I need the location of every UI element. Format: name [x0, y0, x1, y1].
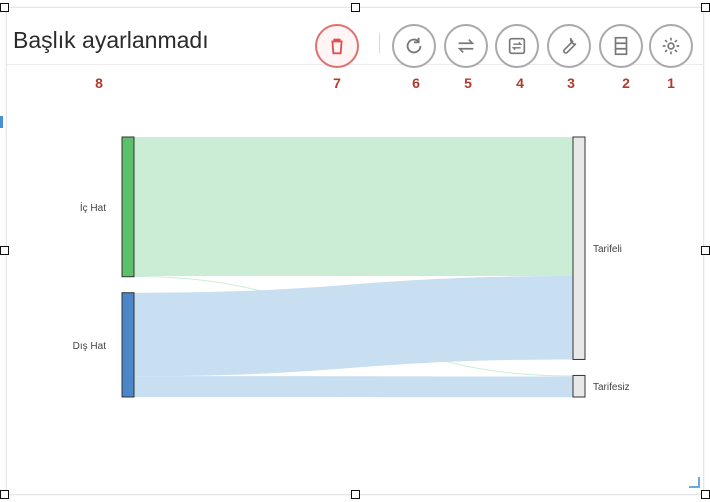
- wrench-icon: [563, 37, 577, 54]
- sankey-label-dis_hat: Dış Hat: [73, 341, 107, 352]
- tools-button[interactable]: [547, 24, 591, 68]
- annotation-number-2: 2: [622, 75, 630, 91]
- convert-icon: [508, 37, 526, 55]
- settings-button[interactable]: [649, 24, 693, 68]
- sankey-node-dis_hat[interactable]: [121, 292, 135, 398]
- resize-handle-right[interactable]: [701, 246, 710, 255]
- sankey-node-tarifeli[interactable]: [572, 136, 586, 360]
- rows-icon: [614, 36, 628, 56]
- swap-arrows-icon: [457, 38, 475, 54]
- annotation-number-3: 3: [567, 75, 575, 91]
- delete-button[interactable]: [315, 24, 359, 68]
- header-divider: [7, 64, 704, 65]
- sankey-node-tarifesiz[interactable]: [572, 374, 586, 398]
- toolbar-separator: [379, 33, 380, 53]
- sankey-label-tarifesiz: Tarifesiz: [593, 382, 630, 393]
- swap-button[interactable]: [444, 24, 488, 68]
- sankey-link-dis_hat-tarifeli: [134, 276, 573, 377]
- resize-handle-bottom-left[interactable]: [0, 490, 9, 499]
- resize-handle-top-left[interactable]: [0, 3, 9, 12]
- sankey-nodes: [121, 136, 586, 398]
- annotation-number-1: 1: [667, 75, 675, 91]
- gear-icon: [662, 37, 680, 55]
- layout-button[interactable]: [599, 24, 643, 68]
- annotation-number-8: 8: [95, 75, 103, 91]
- side-tab-marker: [0, 116, 3, 128]
- sankey-link-dis_hat-tarifesiz: [134, 376, 573, 398]
- trash-icon: [331, 38, 343, 55]
- sankey-links: [134, 137, 573, 398]
- convert-button[interactable]: [495, 24, 539, 68]
- resize-corner-icon[interactable]: [689, 477, 700, 488]
- sankey-labels: İç Hat Dış Hat Tarifeli Tarifesiz: [73, 201, 630, 393]
- annotation-number-5: 5: [464, 75, 472, 91]
- refresh-icon: [406, 37, 422, 54]
- resize-handle-bottom[interactable]: [351, 490, 360, 499]
- sankey-label-tarifeli: Tarifeli: [593, 244, 622, 255]
- sankey-label-ic_hat: İç Hat: [80, 201, 106, 214]
- sankey-link-ic_hat-tarifeli: [134, 137, 573, 277]
- sankey-node-ic_hat[interactable]: [121, 136, 135, 278]
- annotation-number-7: 7: [333, 75, 341, 91]
- annotation-number-6: 6: [412, 75, 420, 91]
- resize-handle-top[interactable]: [351, 3, 360, 12]
- resize-handle-left[interactable]: [0, 246, 9, 255]
- resize-handle-bottom-right[interactable]: [701, 490, 710, 499]
- widget-title[interactable]: Başlık ayarlanmadı: [13, 27, 209, 53]
- resize-handle-top-right[interactable]: [701, 3, 710, 12]
- annotation-number-4: 4: [516, 75, 524, 91]
- refresh-button[interactable]: [392, 24, 436, 68]
